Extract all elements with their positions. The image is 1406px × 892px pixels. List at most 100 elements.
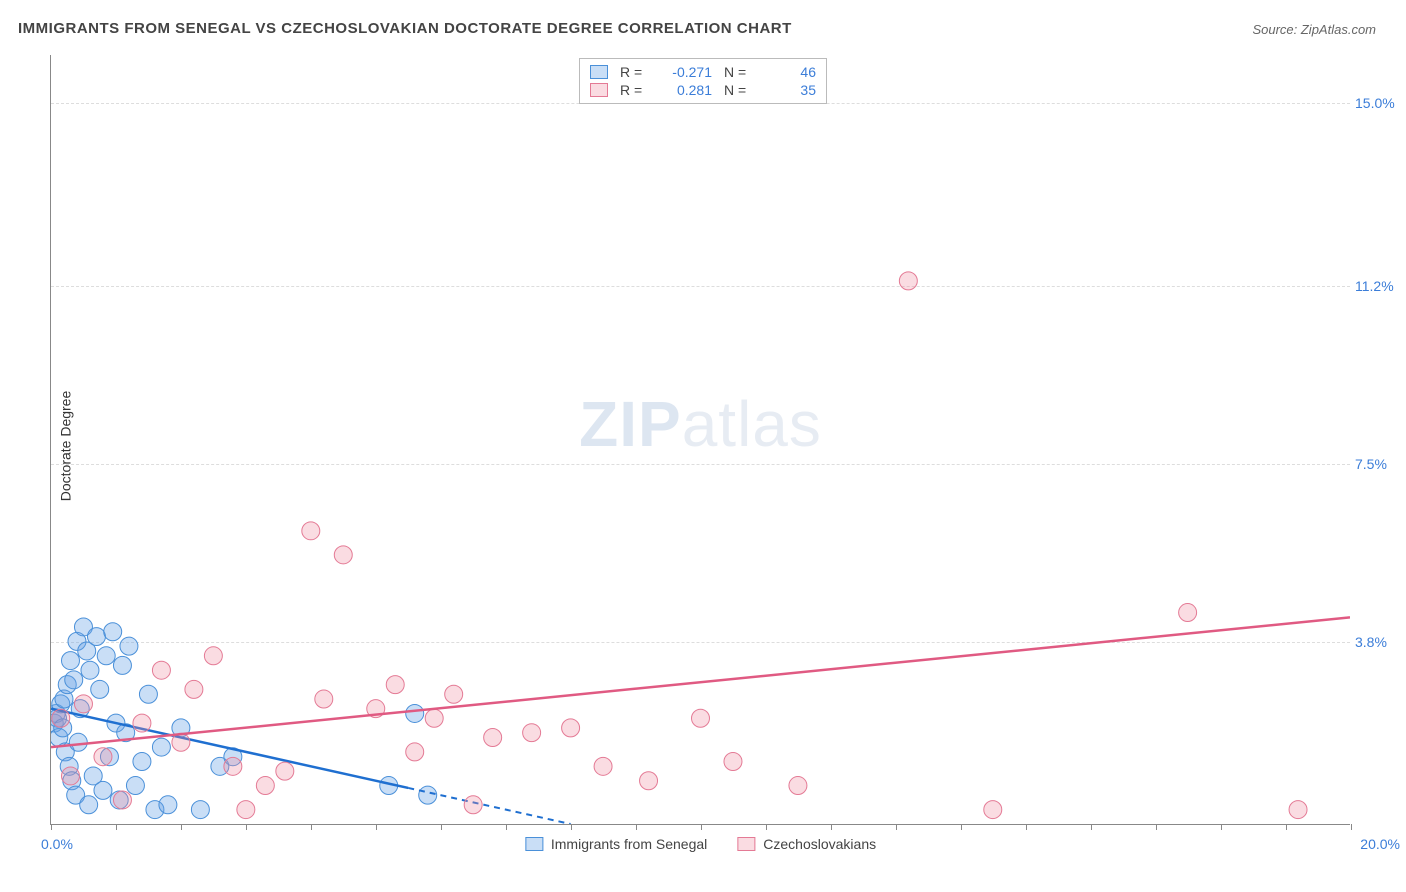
plot-area: ZIPatlas 3.8%7.5%11.2%15.0% 0.0% 20.0% I… — [50, 55, 1350, 825]
scatter-point — [61, 767, 79, 785]
x-tick — [571, 824, 572, 830]
scatter-point — [445, 685, 463, 703]
scatter-point — [74, 695, 92, 713]
legend-bottom: Immigrants from Senegal Czechoslovakians — [525, 836, 876, 852]
scatter-point — [523, 724, 541, 742]
scatter-point — [61, 652, 79, 670]
scatter-point — [406, 743, 424, 761]
legend-N-label: N = — [724, 82, 754, 98]
scatter-point — [113, 791, 131, 809]
scatter-point — [256, 777, 274, 795]
scatter-point — [94, 781, 112, 799]
x-tick — [766, 824, 767, 830]
legend-top-row1: R = -0.271 N = 46 — [590, 63, 816, 81]
x-tick — [1286, 824, 1287, 830]
x-tick — [441, 824, 442, 830]
scatter-point — [899, 272, 917, 290]
x-tick — [701, 824, 702, 830]
scatter-point — [120, 637, 138, 655]
x-tick — [181, 824, 182, 830]
legend-top: R = -0.271 N = 46 R = 0.281 N = 35 — [579, 58, 827, 104]
legend-item-series2: Czechoslovakians — [737, 836, 876, 852]
legend-N-value-2: 35 — [766, 82, 816, 98]
swatch-series2-icon — [590, 83, 608, 97]
legend-N-value-1: 46 — [766, 64, 816, 80]
scatter-point — [224, 757, 242, 775]
scatter-point — [464, 796, 482, 814]
scatter-point — [152, 738, 170, 756]
x-tick — [246, 824, 247, 830]
x-tick — [506, 824, 507, 830]
scatter-point — [152, 661, 170, 679]
scatter-point — [139, 685, 157, 703]
trend-line-dashed — [408, 788, 570, 824]
scatter-point — [52, 709, 70, 727]
scatter-point — [87, 628, 105, 646]
legend-item-series1: Immigrants from Senegal — [525, 836, 707, 852]
scatter-point — [386, 676, 404, 694]
legend-series2-label: Czechoslovakians — [763, 836, 876, 852]
scatter-point — [419, 786, 437, 804]
scatter-point — [113, 656, 131, 674]
scatter-point — [984, 801, 1002, 819]
legend-top-row2: R = 0.281 N = 35 — [590, 81, 816, 99]
x-tick — [636, 824, 637, 830]
x-tick — [1221, 824, 1222, 830]
scatter-point — [185, 680, 203, 698]
scatter-point — [69, 733, 87, 751]
x-tick — [376, 824, 377, 830]
scatter-point — [159, 796, 177, 814]
scatter-point — [65, 671, 83, 689]
scatter-point — [191, 801, 209, 819]
scatter-point — [126, 777, 144, 795]
scatter-point — [484, 728, 502, 746]
x-tick — [311, 824, 312, 830]
x-tick — [116, 824, 117, 830]
scatter-point — [1289, 801, 1307, 819]
scatter-point — [334, 546, 352, 564]
x-tick — [1156, 824, 1157, 830]
scatter-point — [133, 714, 151, 732]
x-axis-max-label: 20.0% — [1360, 836, 1400, 852]
scatter-point — [406, 704, 424, 722]
y-tick-label: 11.2% — [1355, 278, 1400, 294]
chart-svg — [51, 55, 1350, 824]
scatter-point — [425, 709, 443, 727]
legend-R-label: R = — [620, 64, 650, 80]
y-tick-label: 15.0% — [1355, 95, 1400, 111]
legend-R-value-1: -0.271 — [662, 64, 712, 80]
x-tick — [1351, 824, 1352, 830]
scatter-point — [81, 661, 99, 679]
scatter-point — [91, 680, 109, 698]
scatter-point — [692, 709, 710, 727]
scatter-point — [562, 719, 580, 737]
x-tick — [896, 824, 897, 830]
scatter-point — [237, 801, 255, 819]
scatter-point — [724, 753, 742, 771]
source-label: Source: ZipAtlas.com — [1252, 22, 1376, 37]
y-tick-label: 3.8% — [1355, 634, 1400, 650]
scatter-point — [1179, 604, 1197, 622]
x-axis-min-label: 0.0% — [41, 836, 73, 852]
y-tick-label: 7.5% — [1355, 456, 1400, 472]
swatch-series1-icon — [525, 837, 543, 851]
scatter-point — [789, 777, 807, 795]
scatter-point — [94, 748, 112, 766]
swatch-series2-icon — [737, 837, 755, 851]
scatter-point — [594, 757, 612, 775]
chart-title: IMMIGRANTS FROM SENEGAL VS CZECHOSLOVAKI… — [18, 20, 792, 37]
legend-N-label: N = — [724, 64, 754, 80]
scatter-point — [80, 796, 98, 814]
legend-series1-label: Immigrants from Senegal — [551, 836, 707, 852]
x-tick — [961, 824, 962, 830]
scatter-point — [302, 522, 320, 540]
x-tick — [1026, 824, 1027, 830]
scatter-point — [640, 772, 658, 790]
x-tick — [831, 824, 832, 830]
scatter-point — [133, 753, 151, 771]
scatter-point — [204, 647, 222, 665]
legend-R-value-2: 0.281 — [662, 82, 712, 98]
x-tick — [1091, 824, 1092, 830]
x-tick — [51, 824, 52, 830]
swatch-series1-icon — [590, 65, 608, 79]
